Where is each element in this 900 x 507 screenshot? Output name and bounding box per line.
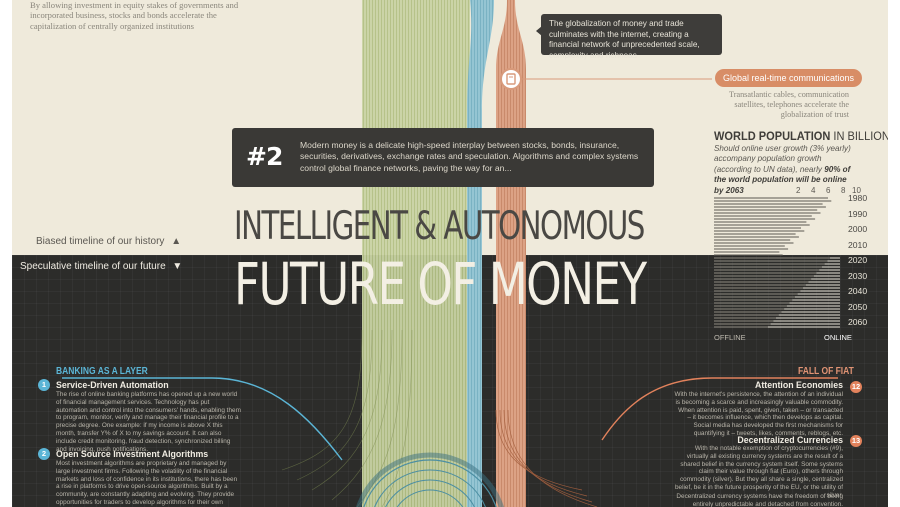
scale-tick-2: 2 xyxy=(796,186,801,195)
banking-layer-title: BANKING AS A LAYER xyxy=(56,366,148,377)
item-1-text: The rise of online banking platforms has… xyxy=(56,391,241,453)
year-2010: 2010 xyxy=(848,239,868,250)
item-13-text: With the notable exemption of cryptocurr… xyxy=(674,445,843,499)
item-13-title: Decentralized Currencies xyxy=(737,435,843,445)
year-2060: 2060 xyxy=(848,317,868,327)
online-label: ONLINE xyxy=(824,333,852,342)
global-comms-desc: Transatlantic cables, communication sate… xyxy=(729,90,849,120)
item-12-text: With the internet's persistence, the att… xyxy=(674,391,843,437)
world-population-desc: Should online user growth (3% yearly) ac… xyxy=(714,144,854,196)
item-1-badge: 1 xyxy=(38,379,50,391)
item-2-badge: 2 xyxy=(38,448,50,460)
history-timeline-label: Biased timeline of our history ▲ xyxy=(36,236,181,247)
future-label-text: Speculative timeline of our future xyxy=(20,261,166,272)
year-2030: 2030 xyxy=(848,270,868,281)
fall-of-fiat-title: FALL OF FIAT xyxy=(798,366,854,377)
item-13-extra-text: Decentralized currency systems have the … xyxy=(676,493,843,507)
globalization-callout: The globalization of money and trade cul… xyxy=(536,14,722,60)
green-stream xyxy=(362,0,470,507)
scale-tick-4: 4 xyxy=(811,186,816,195)
year-2040: 2040 xyxy=(848,286,868,296)
headline-line1: INTELLIGENT & AUTONOMOUS xyxy=(234,204,645,249)
population-years-history: 1980 1990 2000 2010 2020 2030 2040 2050 … xyxy=(848,191,867,331)
section-text: Modern money is a delicate high-speed in… xyxy=(300,140,639,173)
scale-tick-8: 8 xyxy=(841,186,846,195)
arrow-down-icon: ▼ xyxy=(172,261,183,272)
item-13-badge: 13 xyxy=(850,435,862,447)
year-2050: 2050 xyxy=(848,301,868,312)
world-population-title: WORLD POPULATION IN BILLIONS xyxy=(714,129,888,143)
item-2-text: Most investment algorithms are proprieta… xyxy=(56,460,238,507)
money-streams xyxy=(62,0,838,507)
item-1-title: Service-Driven Automation xyxy=(56,380,169,390)
blue-stream xyxy=(467,0,494,507)
future-timeline-label: Speculative timeline of our future ▼ xyxy=(20,261,182,272)
item-2-title: Open Source Investment Algorithms xyxy=(56,449,209,459)
section-2-box: #2 Modern money is a delicate high-speed… xyxy=(232,128,654,187)
wp-title-light: IN BILLIONS xyxy=(833,129,888,143)
wp-title-bold: WORLD POPULATION xyxy=(714,129,831,143)
scale-tick-6: 6 xyxy=(826,186,831,195)
wp-desc-pre: Should online user growth (3% yearly) ac… xyxy=(714,144,851,174)
item-12-badge: 12 xyxy=(850,381,862,393)
headline-line2: FUTURE OF MONEY xyxy=(234,250,647,318)
year-2000: 2000 xyxy=(848,224,868,234)
global-comms-label: Global real-time communications xyxy=(715,69,863,87)
wp-desc-bold: 90% of the world population will be onli… xyxy=(714,164,851,195)
year-2020: 2020 xyxy=(848,255,868,265)
section-number: #2 xyxy=(246,142,283,171)
item-12-title: Attention Economies xyxy=(755,380,843,390)
arrow-up-icon: ▲ xyxy=(171,236,182,247)
stream-node-icon xyxy=(500,68,522,90)
orange-stream xyxy=(496,0,526,507)
offline-label: OFFLINE xyxy=(714,333,746,342)
year-1980: 1980 xyxy=(848,193,868,203)
stocks-bonds-intro: By allowing investment in equity stakes … xyxy=(30,0,239,31)
infographic-poster: By allowing investment in equity stakes … xyxy=(12,0,888,507)
population-lines-chart xyxy=(714,197,840,328)
history-label-text: Biased timeline of our history xyxy=(36,236,165,247)
year-1990: 1990 xyxy=(848,208,868,219)
scale-tick-10: 10 xyxy=(852,186,861,195)
